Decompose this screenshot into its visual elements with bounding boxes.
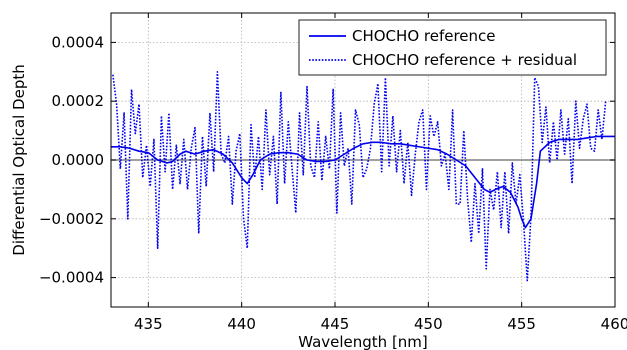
- x-tick-label: 450: [414, 315, 443, 333]
- legend-label-reference: CHOCHO reference: [352, 27, 496, 45]
- legend-label-reference-plus-residual: CHOCHO reference + residual: [352, 51, 577, 69]
- series-layer: [111, 71, 615, 282]
- y-tick-label: 0.0000: [52, 151, 105, 169]
- y-axis-label: Differential Optical Depth: [10, 64, 28, 255]
- x-tick-label: 445: [321, 315, 350, 333]
- y-tick-label: −0.0004: [39, 269, 104, 287]
- y-tick-label: 0.0004: [52, 33, 105, 51]
- series-line-reference-plus-residual: [112, 71, 607, 282]
- legend-box: [298, 19, 607, 76]
- y-tick-label: −0.0002: [39, 210, 104, 228]
- legend: CHOCHO reference CHOCHO reference + resi…: [298, 19, 607, 76]
- series-line-reference: [111, 135, 615, 229]
- x-tick-label: 460: [601, 315, 627, 333]
- x-tick-label: 435: [134, 315, 163, 333]
- x-tick-label: 455: [507, 315, 536, 333]
- x-axis-label: Wavelength [nm]: [298, 333, 428, 350]
- axis-ticks: 435 440 445 450 455 460 −0.0004 −0.0002 0.0000 0.…: [39, 13, 627, 333]
- x-tick-label: 440: [227, 315, 256, 333]
- y-tick-label: 0.0002: [52, 92, 105, 110]
